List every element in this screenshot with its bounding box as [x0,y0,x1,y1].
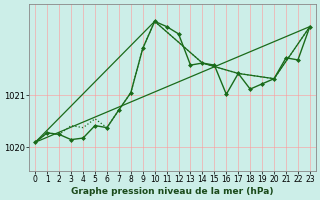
X-axis label: Graphe pression niveau de la mer (hPa): Graphe pression niveau de la mer (hPa) [71,187,274,196]
